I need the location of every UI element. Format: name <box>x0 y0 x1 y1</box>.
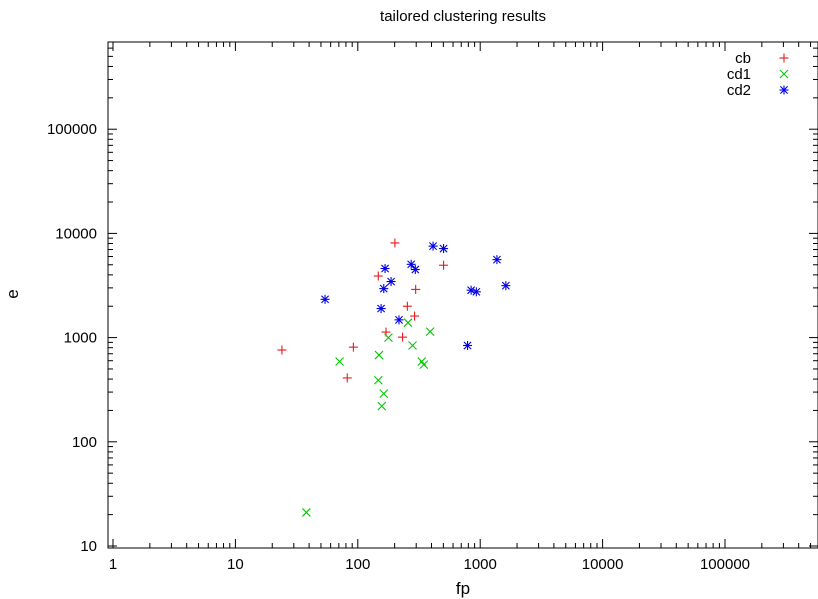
y-axis-label: e <box>3 289 22 298</box>
y-tick-label: 100 <box>72 434 97 451</box>
data-point-cd1 <box>419 360 429 370</box>
data-point-cb <box>410 311 420 321</box>
x-tick-label: 10 <box>227 556 244 573</box>
data-point-cd1 <box>373 375 383 385</box>
chart-title: tailored clustering results <box>380 8 546 25</box>
data-point-cb <box>402 301 412 311</box>
data-point-cd2 <box>376 304 386 314</box>
data-point-cd2 <box>428 241 438 251</box>
x-axis-label: fp <box>456 579 470 598</box>
data-point-cd2 <box>320 294 330 304</box>
data-point-cd1 <box>408 341 417 350</box>
data-points <box>277 238 511 517</box>
data-point-cd2 <box>439 244 449 254</box>
data-point-cd1 <box>374 350 384 360</box>
x-tick-label: 100000 <box>700 556 750 573</box>
x-tick-label: 10000 <box>582 556 624 573</box>
data-point-cd2 <box>380 264 390 274</box>
data-point-cd1 <box>379 389 389 399</box>
data-point-cd2 <box>410 265 420 275</box>
data-point-cb <box>277 345 287 355</box>
data-point-cd2 <box>379 284 389 294</box>
x-tick-label: 100 <box>345 556 370 573</box>
data-point-cb <box>348 342 358 352</box>
y-tick-label: 10000 <box>55 225 97 242</box>
data-point-cd1 <box>335 357 344 366</box>
legend-label-cd2: cd2 <box>727 82 751 99</box>
data-point-cd1 <box>425 327 435 337</box>
data-point-cd1 <box>403 318 413 328</box>
data-point-cd2 <box>463 340 473 350</box>
data-point-cd2 <box>492 255 502 265</box>
data-point-cd2 <box>471 287 481 297</box>
axis-ticks <box>108 42 818 548</box>
data-point-cd2 <box>406 259 416 269</box>
data-point-cb <box>411 284 421 294</box>
data-point-cb <box>373 271 383 281</box>
y-tick-label: 1000 <box>64 330 97 347</box>
legend-label-cd1: cd1 <box>727 66 751 83</box>
y-tick-label: 10 <box>80 538 97 555</box>
x-tick-label: 1 <box>109 556 117 573</box>
legend-label-cb: cb <box>735 50 751 67</box>
data-point-cb <box>398 332 408 342</box>
data-point-cb <box>342 373 352 383</box>
data-point-cd1 <box>384 333 393 342</box>
data-point-cb <box>439 260 449 270</box>
x-tick-label: 1000 <box>464 556 497 573</box>
tick-labels: 1 10 100 1000 10000 100000 10 100 1000 10000 10000… <box>47 121 750 573</box>
y-tick-label: 100000 <box>47 121 97 138</box>
legend-marker-cb <box>779 53 789 63</box>
data-point-cd2 <box>501 281 511 291</box>
data-point-cd2 <box>394 315 404 325</box>
data-point-cb <box>390 238 400 248</box>
plot-frame <box>107 41 818 549</box>
data-point-cd2 <box>386 277 396 287</box>
legend-marker-cd2 <box>779 85 789 95</box>
legend-marker-cd1 <box>779 69 789 79</box>
data-point-cd1 <box>301 508 311 517</box>
data-point-cd1 <box>377 401 387 411</box>
